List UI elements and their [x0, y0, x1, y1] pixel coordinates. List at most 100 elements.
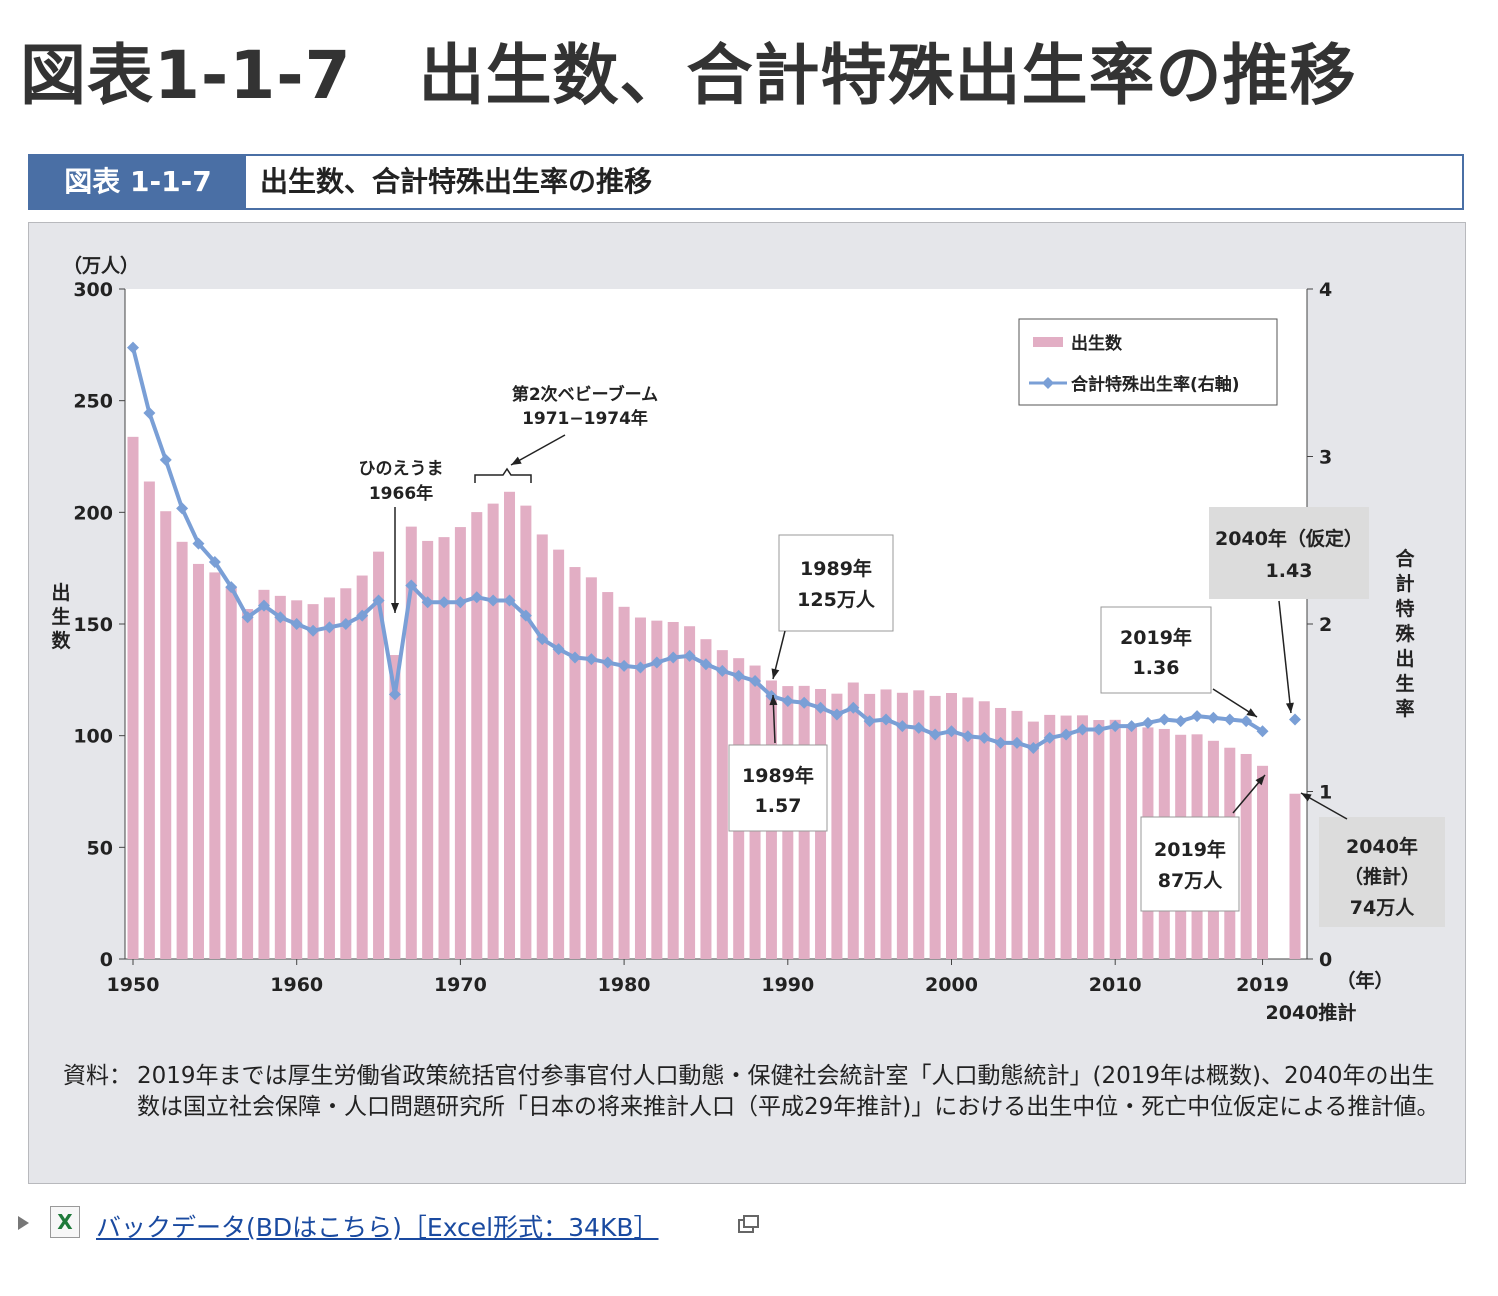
tfr-marker: [1125, 720, 1138, 733]
bar-births: [716, 650, 728, 959]
back-data-link-text[interactable]: バックデータ(BDはこちら)［Excel形式：34KB］: [96, 1213, 659, 1242]
annotation-boom-years: 1971−1974年: [522, 408, 648, 429]
annotation-hinoeuma-title: ひのえうま: [359, 459, 444, 479]
bar-births: [978, 701, 990, 959]
tfr-marker: [814, 701, 827, 714]
bar-births: [634, 617, 646, 959]
annotation-2040-tfr-year: 2040年（仮定）: [1215, 527, 1363, 550]
annotation-2019-tfr-box: [1100, 606, 1212, 694]
annotation-2040-tfr-value: 1.43: [1266, 560, 1313, 582]
y-left-tick-label: 200: [73, 502, 113, 524]
y-right-title-char: 特: [1395, 598, 1414, 620]
y-left-title-char: 出: [51, 581, 70, 604]
bar-births: [700, 639, 712, 959]
y-right-title-char: 出: [1395, 647, 1414, 670]
bar-births: [651, 620, 663, 959]
bar-births: [192, 563, 204, 959]
x-tick-label: 2010: [1089, 974, 1142, 996]
legend-box: [1018, 318, 1278, 406]
annotation-2019-tfr-arrow-head: [1246, 708, 1257, 717]
y-left-tick-label: 0: [100, 949, 113, 971]
source-label: 資料：: [63, 1063, 132, 1089]
tfr-marker: [1109, 720, 1122, 733]
bar-births: [684, 626, 696, 959]
bar-births: [1093, 720, 1105, 959]
tfr-marker: [667, 651, 680, 664]
bar-births: [913, 690, 925, 959]
y-left-title-char: 数: [51, 629, 71, 652]
tfr-line: [131, 347, 1264, 750]
tfr-marker: [1092, 723, 1105, 736]
tfr-marker-2040: [1289, 713, 1301, 726]
bar-births: [553, 549, 565, 959]
tfr-marker: [994, 736, 1007, 749]
tfr-marker: [1076, 723, 1089, 736]
tfr-marker: [1207, 711, 1220, 724]
bar-births: [667, 621, 679, 959]
bar-births: [602, 592, 614, 959]
expand-triangle-icon: [18, 1216, 29, 1230]
bar-births: [536, 534, 548, 959]
bar-births: [356, 575, 368, 959]
tfr-marker: [585, 653, 598, 666]
bar-births: [1126, 724, 1138, 959]
tfr-marker: [929, 728, 942, 741]
tfr-marker: [176, 502, 189, 515]
x-tick-label: 2019: [1236, 974, 1289, 996]
annotation-boom-brace: [474, 467, 532, 483]
tfr-marker: [323, 621, 336, 634]
tfr-marker: [634, 661, 647, 674]
figure-number: 図表 1-1-7: [30, 156, 246, 208]
bar-births: [438, 537, 450, 959]
bar-births: [1011, 710, 1023, 959]
bar-births: [487, 503, 499, 959]
bar-births: [176, 541, 188, 959]
source-text: 2019年までは厚生労働省政策統括官付参事官付人口動態・保健社会統計室「人口動態…: [137, 1063, 1440, 1120]
tfr-marker: [732, 669, 745, 682]
tfr-marker: [388, 688, 401, 701]
y-left-tick-label: 300: [73, 279, 113, 301]
tfr-marker: [1027, 741, 1040, 754]
bar-births: [929, 695, 941, 959]
bar-births: [160, 511, 172, 959]
tfr-marker: [896, 720, 909, 733]
bar-births: [143, 481, 155, 959]
tfr-marker: [127, 341, 139, 354]
annotation-2019-births-box: [1140, 816, 1240, 912]
x-tick-label: 1950: [107, 974, 160, 996]
tfr-marker: [159, 453, 172, 466]
tfr-marker: [1158, 713, 1171, 726]
bar-births: [1240, 753, 1252, 959]
annotation-2019-tfr-year: 2019年: [1120, 626, 1192, 649]
bar-births: [209, 572, 221, 959]
tfr-marker: [650, 656, 663, 669]
y-left-tick-label: 100: [73, 726, 113, 748]
legend-swatch-marker: [1042, 377, 1054, 389]
tfr-marker: [405, 579, 418, 592]
tfr-marker: [699, 658, 712, 671]
bar-births: [323, 597, 335, 959]
tfr-marker: [519, 609, 532, 622]
bar-births: [405, 526, 417, 959]
tfr-marker: [880, 713, 893, 726]
bar-births: [520, 505, 532, 959]
annotation-1989-tfr-value: 1.57: [755, 795, 802, 817]
y-right-title-char: 率: [1395, 697, 1414, 720]
annotation-boom-title: 第2次ベビーブーム: [512, 384, 658, 405]
tfr-marker: [503, 594, 516, 607]
bar-births: [291, 600, 303, 959]
y-right-title-char: 生: [1395, 672, 1414, 695]
tfr-marker: [961, 730, 974, 743]
y-right-tick-label: 3: [1319, 447, 1332, 469]
tfr-marker: [830, 708, 843, 721]
tfr-marker: [274, 611, 287, 624]
y-right-tick-label: 0: [1319, 949, 1332, 971]
figure-header: 図表 1-1-7 出生数、合計特殊出生率の推移: [28, 154, 1464, 210]
x-unit: （年）: [1336, 969, 1393, 992]
figure-title: 出生数、合計特殊出生率の推移: [260, 165, 653, 198]
annotation-boom-arrow-head: [511, 456, 522, 465]
tfr-marker: [798, 696, 811, 709]
annotation-1989-births-year: 1989年: [800, 557, 872, 580]
annotation-2019-births-year: 2019年: [1154, 838, 1226, 861]
bar-births: [274, 595, 286, 959]
